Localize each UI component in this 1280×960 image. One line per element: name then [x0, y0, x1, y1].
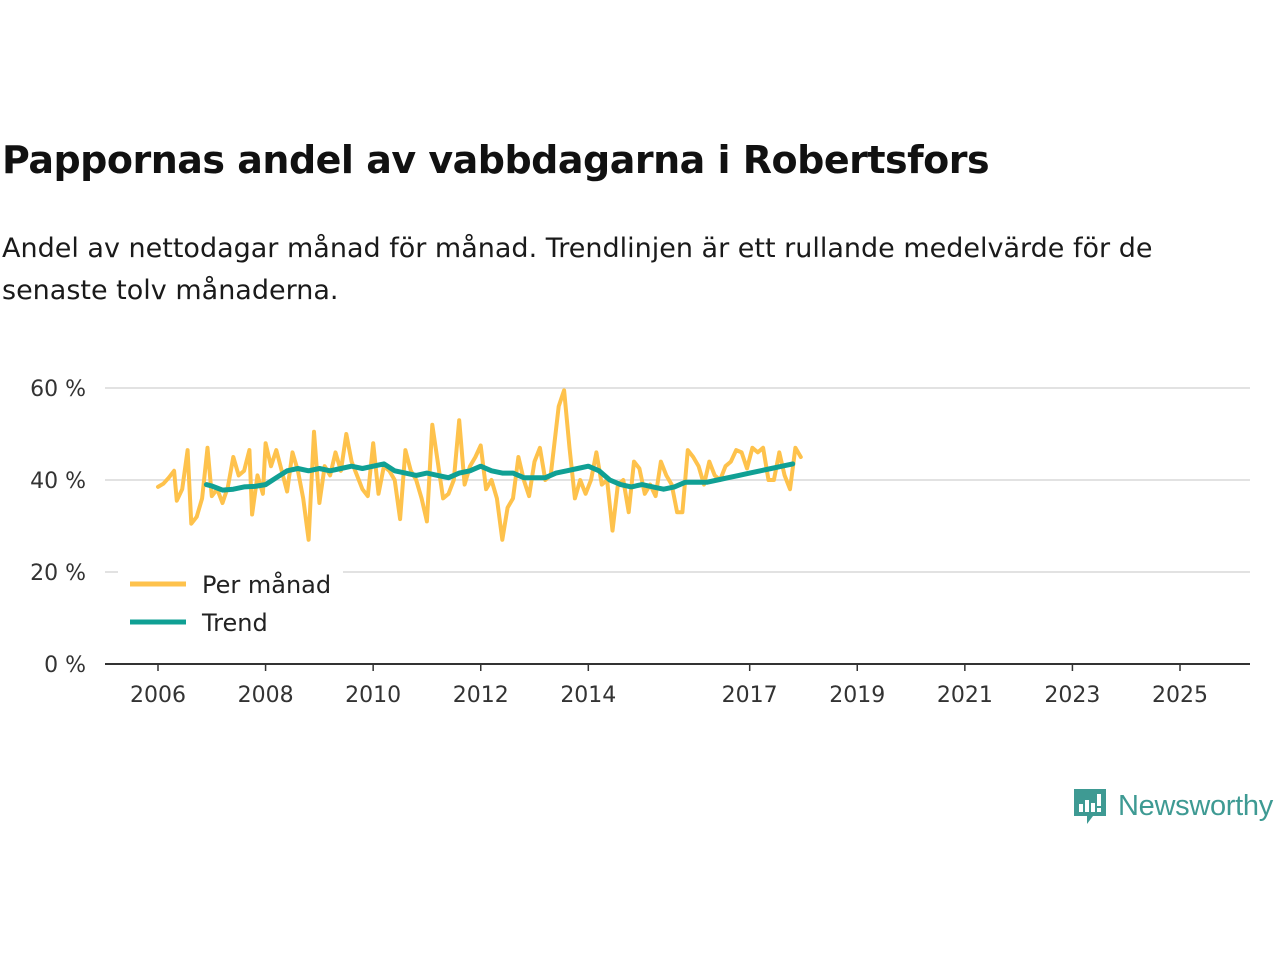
legend-label-per-manad: Per månad	[202, 570, 331, 599]
x-tick-label: 2019	[829, 683, 885, 708]
legend-background	[118, 565, 343, 650]
series-line-per-manad	[156, 388, 803, 542]
x-tick-label: 2014	[560, 683, 616, 708]
x-tick-label: 2010	[345, 683, 401, 708]
x-tick-label: 2017	[722, 683, 778, 708]
y-tick-label: 20 %	[30, 561, 86, 586]
newsworthy-logo-icon	[1074, 789, 1106, 824]
chart-title: Pappornas andel av vabbdagarna i Roberts…	[2, 138, 990, 182]
chart-subtitle: Andel av nettodagar månad för månad. Tre…	[2, 233, 1153, 306]
x-tick-label: 2021	[937, 683, 993, 708]
legend-label-trend: Trend	[201, 609, 268, 637]
y-tick-label: 60 %	[30, 377, 86, 402]
x-tick-label: 2006	[130, 683, 186, 708]
brand-logo: Newsworthy	[1072, 786, 1273, 826]
y-axis-ticks: 0 % 20 % 40 % 60 %	[30, 377, 86, 678]
x-tick-label: 2008	[238, 683, 294, 708]
series-line-trend	[203, 461, 796, 493]
legend: Per månad Trend	[118, 565, 343, 650]
x-tick-label: 2023	[1044, 683, 1100, 708]
x-tick-label: 2012	[453, 683, 509, 708]
brand-name: Newsworthy	[1118, 789, 1273, 822]
line-chart: 0 % 20 % 40 % 60 % 2006 2008 2010 2012 2014 2017…	[30, 377, 1250, 708]
y-tick-label: 40 %	[30, 469, 86, 494]
x-axis-ticks: 2006 2008 2010 2012 2014 2017 2019 2021 2023 2025	[130, 664, 1208, 708]
series-lines	[156, 388, 803, 542]
y-tick-label: 0 %	[44, 653, 86, 678]
x-tick-label: 2025	[1152, 683, 1208, 708]
